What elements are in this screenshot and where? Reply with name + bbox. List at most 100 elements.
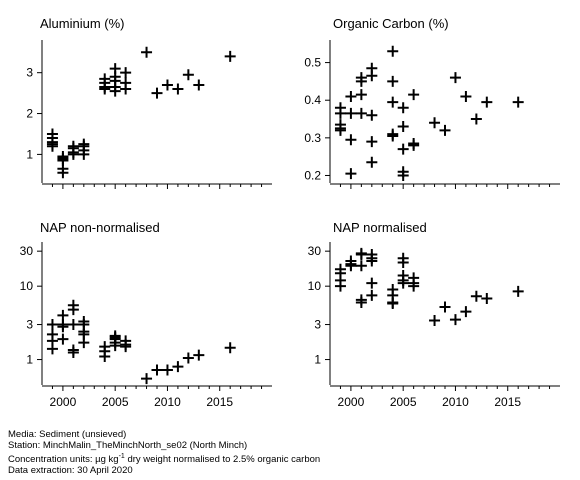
data-point (387, 130, 399, 142)
data-point (408, 89, 420, 101)
data-point (439, 301, 451, 313)
y-tick-label: 30 (20, 244, 34, 258)
data-point (355, 89, 367, 101)
data-point (429, 117, 441, 129)
data-point (161, 364, 173, 376)
y-tick-label: 2 (26, 107, 33, 121)
panel-nap-normalised: NAP normalised 2000 2005 2010 2015 1 3 10 30 (308, 220, 560, 409)
data-point (46, 319, 58, 331)
data-point (397, 102, 409, 114)
data-point (512, 96, 524, 108)
data-point (366, 156, 378, 168)
x-tick-label: 2005 (390, 395, 417, 409)
y-tick-label: 10 (20, 279, 34, 293)
panel-title: NAP normalised (333, 220, 427, 235)
data-point (78, 337, 90, 349)
panel-nap-non-normalised: NAP non-normalised 2000 2005 2010 2015 1 3 10 30 (20, 220, 272, 409)
panel-title: NAP non-normalised (40, 220, 160, 235)
data-point (366, 136, 378, 148)
data-point (355, 249, 367, 261)
data-point (397, 169, 409, 181)
data-point (366, 277, 378, 289)
footer-extraction: Data extraction: 30 April 2020 (8, 465, 133, 477)
data-point (397, 121, 409, 133)
data-point (366, 255, 378, 267)
footer-units: Concentration units: µg kg-1 dry weight … (8, 451, 320, 465)
data-point (46, 140, 58, 152)
data-point (512, 285, 524, 297)
data-point (109, 85, 121, 97)
data-point (224, 342, 236, 354)
x-tick-label: 2015 (494, 395, 521, 409)
panel-aluminium: Aluminium (%) 1 2 3 (26, 16, 272, 189)
data-point (429, 315, 441, 327)
footer-units-exponent: -1 (118, 453, 125, 460)
data-point (366, 70, 378, 82)
data-point (109, 340, 121, 352)
data-point (345, 260, 357, 272)
data-point (57, 167, 69, 179)
data-point (67, 346, 79, 358)
data-point (120, 341, 132, 353)
data-point (460, 306, 472, 318)
data-point (481, 96, 493, 108)
y-tick-label: 10 (308, 279, 322, 293)
data-point (141, 46, 153, 58)
data-point (172, 361, 184, 373)
panel-title: Aluminium (%) (40, 16, 125, 31)
data-point (345, 168, 357, 180)
data-point (397, 143, 409, 155)
data-point (182, 69, 194, 81)
data-point (141, 373, 153, 385)
data-point (408, 280, 420, 292)
x-tick-label: 2010 (442, 395, 469, 409)
footer: Media: Sediment (unsieved) Station: Minc… (8, 429, 320, 476)
x-tick-label: 2005 (102, 395, 129, 409)
data-point (334, 107, 346, 119)
panel-title: Organic Carbon (%) (333, 16, 449, 31)
data-point (449, 72, 461, 84)
data-point (345, 90, 357, 102)
panel-organic-carbon: Organic Carbon (%) 0.2 0.3 0.4 0.5 (304, 16, 560, 189)
data-point (334, 124, 346, 136)
x-tick-label: 2000 (338, 395, 365, 409)
data-point (224, 50, 236, 62)
data-point (387, 96, 399, 108)
data-point (355, 107, 367, 119)
data-point (345, 134, 357, 146)
data-point (120, 83, 132, 95)
data-point (355, 260, 367, 272)
y-tick-label: 3 (26, 66, 33, 80)
data-point (387, 45, 399, 57)
data-point (408, 139, 420, 151)
data-point (345, 107, 357, 119)
y-tick-label: 0.5 (304, 56, 321, 70)
footer-station: Station: MinchMalin_TheMinchNorth_se02 (… (8, 440, 248, 451)
footer-media: Media: Sediment (unsieved) (8, 429, 127, 440)
data-point (172, 83, 184, 95)
data-point (182, 352, 194, 364)
data-point (439, 124, 451, 136)
data-point (99, 351, 111, 363)
data-point (355, 296, 367, 308)
data-point (161, 79, 173, 91)
y-tick-label: 0.4 (304, 93, 321, 107)
data-point (67, 304, 79, 316)
x-tick-label: 2010 (154, 395, 181, 409)
data-point (78, 148, 90, 160)
y-tick-label: 3 (314, 318, 321, 332)
data-point (193, 349, 205, 361)
x-tick-label: 2015 (206, 395, 233, 409)
data-point (366, 109, 378, 121)
y-tick-label: 0.2 (304, 168, 321, 182)
data-point (120, 67, 132, 79)
data-point (449, 314, 461, 326)
y-tick-label: 1 (26, 353, 33, 367)
data-point (355, 75, 367, 87)
data-point (67, 319, 79, 331)
data-point (470, 290, 482, 302)
x-tick-label: 2000 (50, 395, 77, 409)
data-point (397, 257, 409, 269)
data-point (57, 333, 69, 345)
y-tick-label: 3 (26, 318, 33, 332)
